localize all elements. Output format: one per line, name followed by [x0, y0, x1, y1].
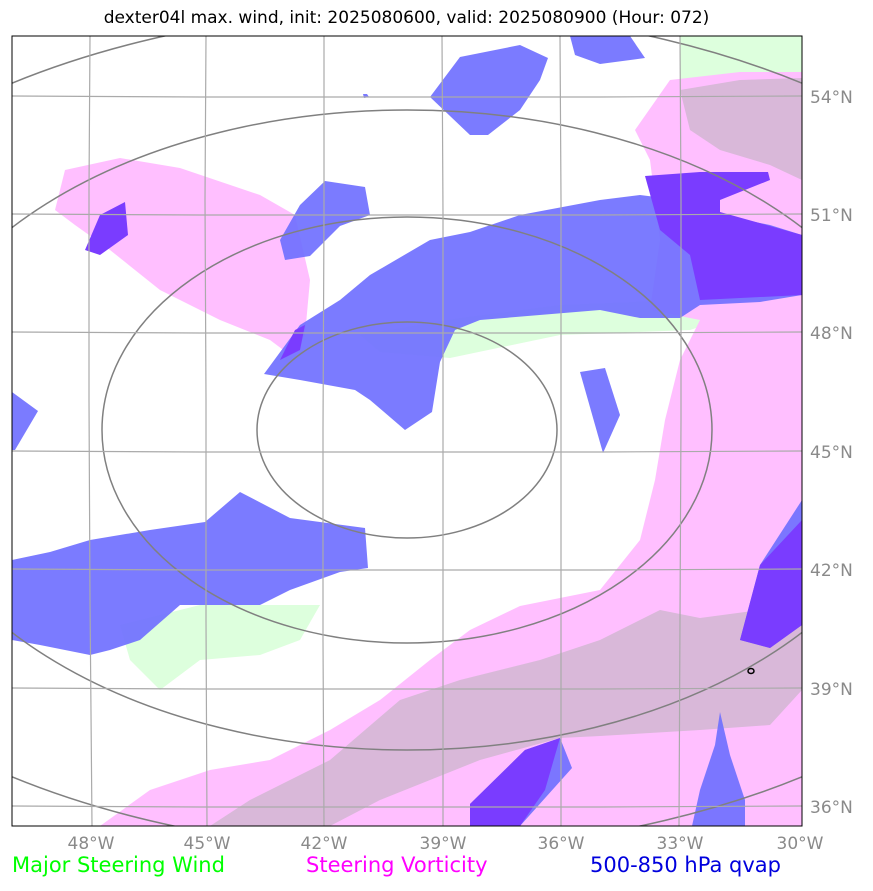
lon-tick-label: 33°W [657, 834, 704, 854]
storm-marker-icon [747, 667, 755, 675]
lon-tick-label: 48°W [68, 834, 115, 854]
lat-tick-label: 51°N [810, 206, 853, 226]
gridlines [12, 36, 802, 826]
lat-tick-label: 45°N [810, 443, 853, 463]
map-frame [11, 35, 803, 827]
lat-tick-label: 39°N [810, 680, 853, 700]
lat-tick-labels: 54°N 51°N 48°N 45°N 42°N 39°N 36°N [810, 88, 853, 818]
legend-qvap: 500-850 hPa qvap [590, 853, 781, 877]
map-plot-area [12, 36, 802, 826]
lon-tick-label: 30°W [777, 834, 824, 854]
lon-tick-labels: 48°W 45°W 42°W 39°W 36°W 33°W 30°W [68, 834, 824, 854]
qvap-overlap-fill [85, 172, 802, 826]
lat-tick-label: 54°N [810, 88, 853, 108]
overlap-fill [210, 78, 802, 826]
legend-steering-vorticity: Steering Vorticity [306, 853, 488, 877]
map-title: dexter04l max. wind, init: 2025080600, v… [103, 8, 710, 28]
lon-tick-label: 36°W [538, 834, 585, 854]
lat-tick-label: 36°N [810, 798, 853, 818]
lon-tick-label: 39°W [420, 834, 467, 854]
legend-steering-wind: Major Steering Wind [12, 853, 225, 877]
lat-tick-label: 48°N [810, 324, 853, 344]
lon-tick-label: 45°W [184, 834, 231, 854]
lat-tick-label: 42°N [810, 561, 853, 581]
concentric-contours [12, 36, 802, 826]
lon-tick-label: 42°W [301, 834, 348, 854]
